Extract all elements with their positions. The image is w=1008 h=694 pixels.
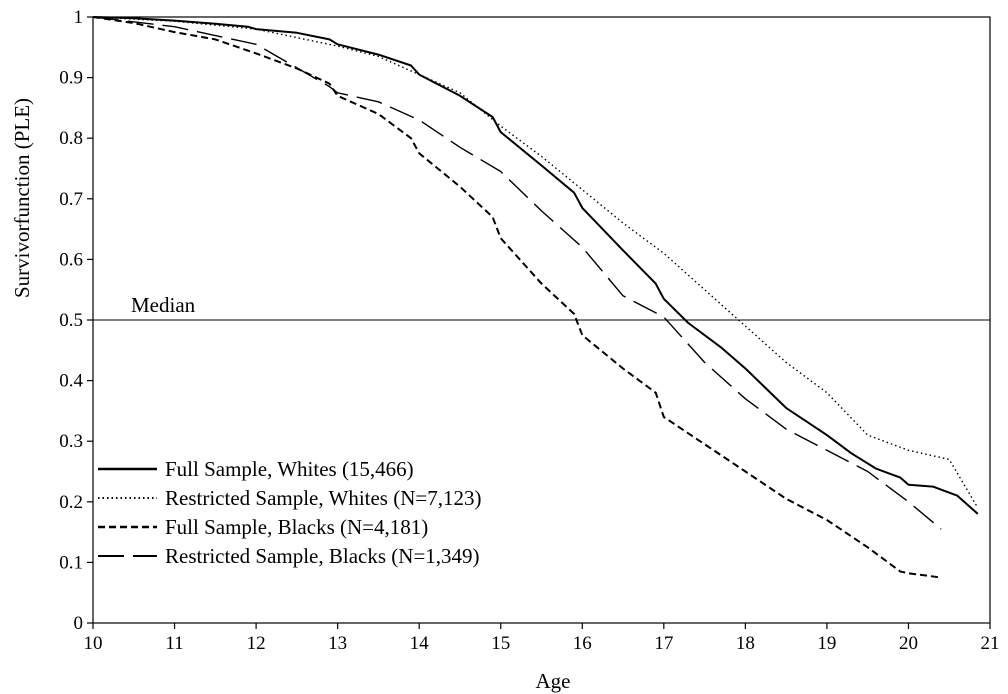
x-tick-label-10: 10	[84, 633, 103, 654]
series-line-restricted-sample-whites-n-7-123	[92, 16, 979, 509]
y-tick-label-0-5: 0.5	[59, 310, 83, 331]
median-label: Median	[131, 293, 196, 317]
series-line-full-sample-whites-15-466	[92, 16, 979, 515]
x-tick-label-21: 21	[981, 633, 1000, 654]
y-tick-label-0-6: 0.6	[59, 249, 83, 270]
y-tick-label-0-9: 0.9	[59, 68, 83, 89]
reference-lines: Median	[93, 293, 990, 321]
y-tick-label-0-1: 0.1	[59, 552, 83, 573]
y-tick-label-0-4: 0.4	[59, 371, 83, 392]
legend-label-restricted-sample-whites-n-7-123: Restricted Sample, Whites (N=7,123)	[165, 486, 481, 510]
x-tick-label-18: 18	[736, 633, 755, 654]
legend-label-restricted-sample-blacks-n-1-349: Restricted Sample, Blacks (N=1,349)	[165, 544, 480, 568]
y-tick-label-0-7: 0.7	[59, 189, 83, 210]
x-tick-label-11: 11	[165, 633, 183, 654]
y-axis: 0 0.1 0.2 0.3 0.4 0.5 0.6 0.7 0.8 0.9 1	[59, 7, 93, 634]
x-tick-label-19: 19	[817, 633, 836, 654]
y-tick-label-0-3: 0.3	[59, 431, 83, 452]
x-axis-title: Age	[536, 669, 571, 693]
y-axis-title: Survivorfunction (PLE)	[10, 98, 34, 298]
x-tick-label-15: 15	[491, 633, 510, 654]
legend: Full Sample, Whites (15,466) Restricted S…	[98, 457, 481, 568]
y-tick-label-0-2: 0.2	[59, 492, 83, 513]
x-tick-label-17: 17	[654, 633, 673, 654]
x-axis: 10 11 12 13 14 15 16 17 18 19 20 21	[84, 623, 1000, 654]
y-tick-label-0: 0	[74, 613, 84, 634]
legend-label-full-sample-blacks-n-4-181: Full Sample, Blacks (N=4,181)	[165, 515, 428, 539]
y-tick-label-1: 1	[74, 7, 84, 28]
series-layer	[92, 16, 979, 579]
x-tick-label-13: 13	[328, 633, 347, 654]
x-tick-label-14: 14	[410, 633, 430, 654]
series-line-restricted-sample-blacks-n-1-349	[92, 16, 942, 530]
y-tick-label-0-8: 0.8	[59, 128, 83, 149]
x-tick-label-12: 12	[247, 633, 266, 654]
series-line-full-sample-blacks-n-4-181	[92, 16, 942, 579]
x-tick-label-20: 20	[899, 633, 918, 654]
legend-label-full-sample-whites-15-466: Full Sample, Whites (15,466)	[165, 457, 414, 481]
x-tick-label-16: 16	[573, 633, 592, 654]
